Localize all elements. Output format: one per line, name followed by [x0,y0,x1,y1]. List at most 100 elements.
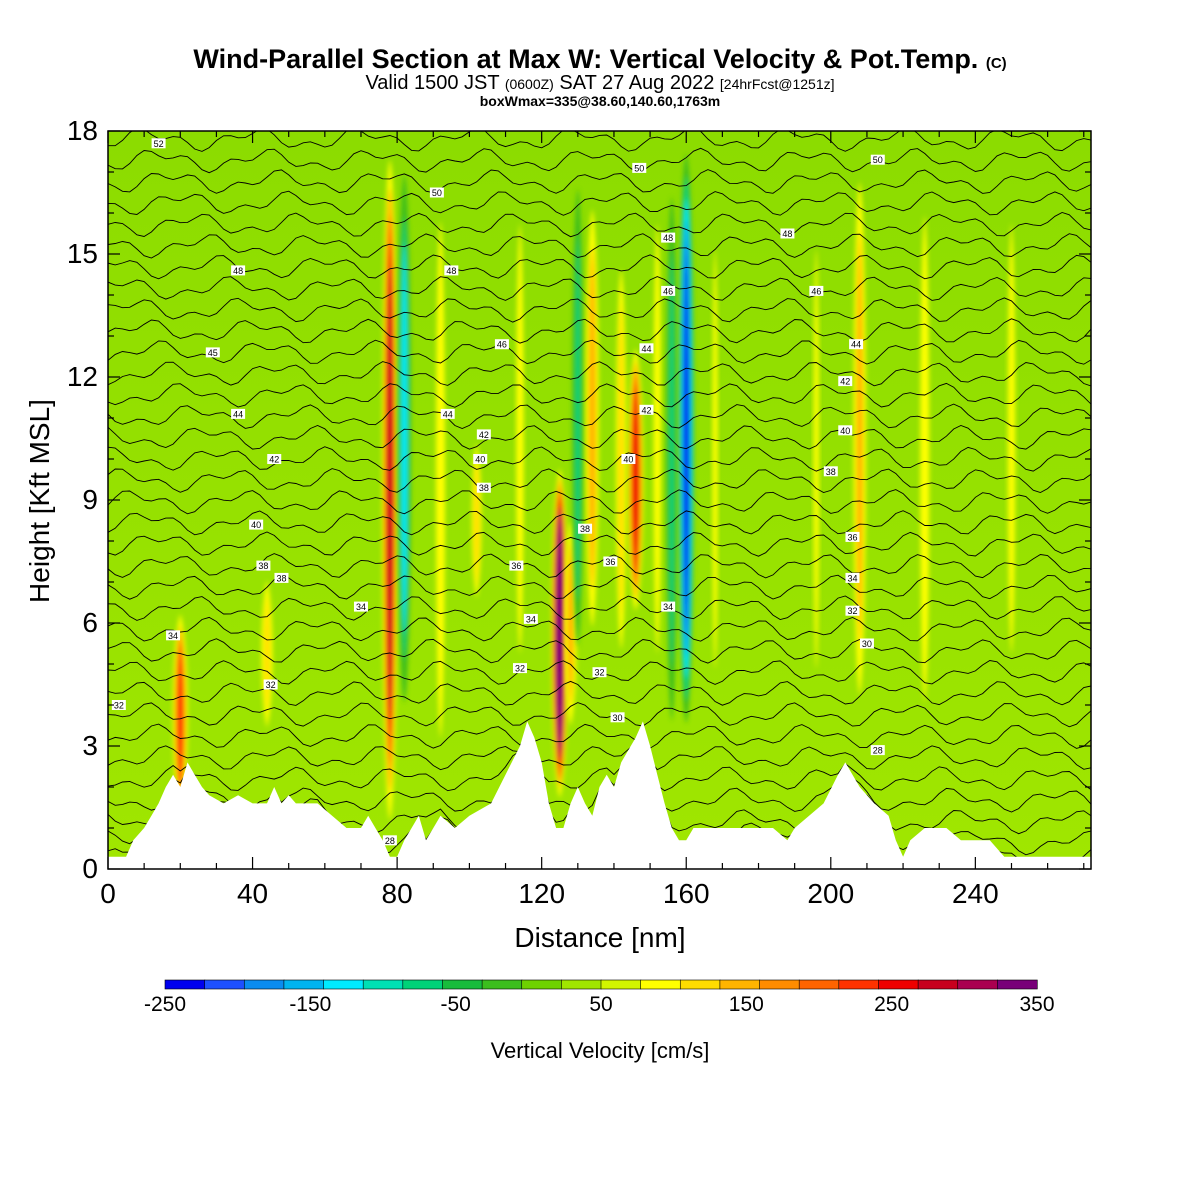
colorbar-swatch [204,979,245,990]
y-tick-label: 18 [66,115,98,146]
colorbar-swatch [838,979,880,990]
isentrope-label-box [263,679,278,690]
isentrope-label-box [661,232,676,243]
chart-subtitle: Valid 1500 JST (0600Z) SAT 27 Aug 2022 [… [365,72,835,94]
w-band-15 [678,153,695,724]
isentrope-label: 32 [515,664,525,674]
isentrope-label-box [444,265,459,276]
isentrope-label-box [509,560,524,571]
isentrope-label: 52 [154,139,164,149]
isentrope-label: 42 [479,430,489,440]
colorbar-swatch [164,979,206,990]
isentrope-label-box [166,630,181,641]
isentrope-label-box [780,228,795,239]
isentrope-label-box [274,572,289,583]
isentrope-line [108,339,1091,365]
y-axis-label: Height [Kft MSL] [24,399,55,603]
colorbar-swatch [957,979,998,990]
colorbar-swatch [481,979,523,990]
isentrope-label: 48 [233,266,243,276]
isentrope-line [108,276,1091,301]
isentrope-line [108,489,1091,515]
isentrope-line [108,616,1091,642]
isentrope-line [108,131,1091,152]
isentrope-label: 32 [266,680,276,690]
colorbar-swatch [719,979,761,990]
isentrope-label: 28 [385,836,395,846]
colorbar-swatch [759,979,800,990]
isentrope-label: 36 [605,557,615,567]
isentrope-label-box [603,556,618,567]
isentrope-label: 44 [443,409,453,419]
isentrope-label-box [382,835,397,846]
y-tick-label: 15 [66,238,98,269]
isentrope-label-box [473,454,488,464]
isentrope-label: 48 [663,233,673,243]
w-band-4 [435,220,446,739]
isentrope-label-box [494,339,509,350]
isentrope-label: 34 [663,602,673,612]
isentrope-line [108,510,1091,536]
x-tick-label: 240 [951,878,999,909]
isentrope-label-box [838,376,853,387]
w-band-6 [516,223,524,654]
isentrope-label: 32 [594,668,604,678]
isentrope-label-box [231,408,246,419]
x-tick-label: 200 [807,878,855,909]
isentrope-label-box [610,712,625,723]
w-band-3 [397,173,412,704]
w-band-0 [172,613,188,817]
isentrope-label-box [859,638,874,649]
isentrope-label-box [151,138,166,149]
isentrope-label-box [809,285,824,296]
isentrope-line [108,702,1091,728]
colorbar-swatch [600,979,642,990]
isentrope-label-box [267,454,282,464]
colorbar-swatch [402,979,444,990]
x-axis-label: Distance [nm] [514,922,686,953]
isentrope-line [108,382,1091,408]
isentrope-label: 34 [356,602,366,612]
y-tick-label: 0 [82,853,98,884]
x-tick-label: 40 [236,878,269,909]
isentrope-label: 44 [641,344,651,354]
isentrope-label-box [440,408,455,419]
colorbar-swatch [362,979,404,990]
isentrope-label-box [476,482,491,493]
isentrope-label-box [231,265,246,276]
colorbar-swatch [243,979,285,990]
isentrope-label-box [845,531,860,542]
isentrope-label: 42 [840,377,850,387]
isentrope-label-box [632,162,647,173]
isentrope-label-box [353,601,368,612]
isentrope-line [108,595,1091,621]
isentrope-label-box [512,663,527,674]
w-band-20 [1007,223,1016,654]
isentrope-label: 38 [276,573,286,583]
colorbar-swatch [640,979,681,990]
isentrope-label-box [578,523,593,534]
colorbar-tick-label: 50 [589,993,613,1016]
box-info: boxWmax=335@38.60,140.60,1763m [479,93,721,109]
colorbar-tick-label: 150 [728,993,764,1016]
isentrope-label: 44 [233,409,243,419]
isentrope-line [108,403,1091,429]
isentrope-label-box [592,667,607,678]
isentrope-label: 46 [497,340,507,350]
colorbar-swatch [521,979,562,990]
isentrope-line [108,531,1091,557]
isentrope-line [108,318,1091,344]
isentrope-line [108,190,1091,216]
isentrope-label-box [429,187,444,198]
y-tick-label: 3 [82,730,98,761]
isentrope-label: 30 [613,713,623,723]
isentrope-label-box [845,572,860,583]
isentrope-label: 38 [258,561,268,571]
colorbar-swatch [283,979,325,990]
w-band-11 [616,268,627,650]
x-tick-label: 80 [381,878,413,909]
colorbar-title: Vertical Velocity [cm/s] [490,1038,710,1063]
isentrope-label-box [249,519,264,530]
isentrope-label-box [256,560,271,571]
